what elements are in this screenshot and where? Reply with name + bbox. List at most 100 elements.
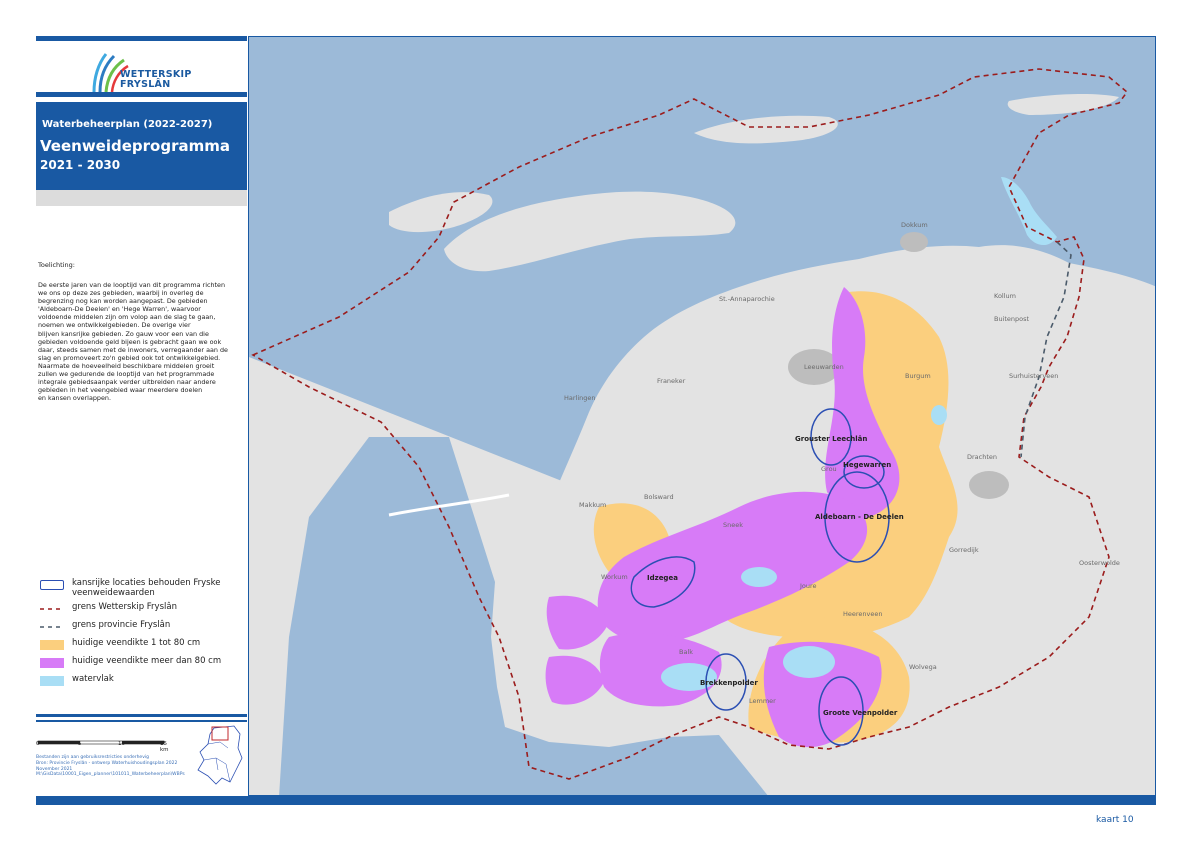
place-label: Drachten	[967, 453, 997, 461]
urban-dokkum	[900, 232, 928, 252]
legend-item-kansrijke-locaties: kansrijke locaties behouden Fryske veenw…	[36, 578, 247, 598]
legend-panel: WETTERSKIP FRYSLÂN Waterbeheerplan (2022…	[36, 36, 247, 796]
scale-bar-graphic	[37, 740, 165, 745]
place-label: Harlingen	[564, 394, 596, 402]
lauwersmeer	[1001, 177, 1057, 246]
place-label: Wolvega	[909, 663, 937, 671]
ijsselmeer	[279, 437, 768, 795]
place-label: Dokkum	[901, 221, 928, 229]
scale-tick: 10	[118, 741, 125, 747]
place-label: Joure	[799, 582, 817, 590]
scale-tick: 15 km	[160, 741, 169, 753]
zone-idzegea	[630, 556, 696, 608]
place-label: Burgum	[905, 372, 931, 380]
explanation-line: daar, steeds samen met de inwoners, verr…	[38, 345, 228, 354]
place-label: Kollum	[994, 292, 1016, 300]
legend-item-watervlak: watervlak	[36, 674, 247, 688]
island-terschelling	[444, 191, 736, 272]
wetterskip-logo: WETTERSKIP FRYSLÂN	[36, 42, 247, 96]
source-line: Bestanden zijn aan gebruiksrestricties o…	[36, 755, 149, 760]
place-label: Grou	[821, 465, 837, 473]
explanation-text: De eerste jaren van de looptijd van dit …	[38, 281, 238, 402]
top-stripe	[36, 36, 247, 41]
noord-holland-coast	[249, 457, 285, 795]
bottom-bar	[36, 796, 1156, 805]
peat-thin-central	[719, 291, 958, 639]
place-label: Bolsward	[644, 493, 674, 501]
map-canvas[interactable]: Dokkum St.-Annaparochie Kollum Buitenpos…	[248, 36, 1156, 796]
legend-label: grens provincie Fryslân	[72, 620, 171, 630]
explanation-line: 'Aldeboarn-De Deelen' en 'Hege Warren', …	[38, 305, 201, 314]
explanation-line: we ons op deze zes gebieden, waarbij in …	[38, 289, 204, 298]
zone-label: Grouster Leechlân	[795, 435, 867, 443]
lake-burgum	[931, 405, 947, 425]
place-label: Gorredijk	[949, 546, 979, 554]
zone-label: Idzegea	[647, 574, 678, 582]
org-name-line2: FRYSLÂN	[120, 79, 171, 90]
lake-sneekermeer	[741, 567, 777, 587]
legend-label: huidige veendikte 1 tot 80 cm	[72, 638, 201, 648]
island-vlieland	[389, 192, 493, 233]
explanation-line: zullen we gedurende de looptijd van het …	[38, 370, 215, 379]
logo-text: WETTERSKIP FRYSLÂN	[120, 70, 192, 90]
island-schiermonnikoog	[1007, 94, 1119, 115]
legend-item-grens-provincie: grens provincie Fryslân	[36, 620, 247, 634]
zone-brekkenpolder	[705, 653, 747, 711]
scale-bar: 0 5 10 15 km	[36, 733, 176, 753]
legend-item-veendikte-80plus: huidige veendikte meer dan 80 cm	[36, 656, 247, 670]
place-label: Sneek	[723, 521, 743, 529]
wetterskip-boundary	[251, 68, 1129, 780]
explanation-line: en kansen overlappen.	[38, 394, 111, 403]
zone-label: Groote Veenpolder	[823, 709, 898, 717]
source-line: M:\GisData\10001_Eigen_planner\101011_Wa…	[36, 772, 185, 778]
explanation-line: slag en promoveert zo'n gebied ook tot o…	[38, 353, 221, 362]
legend-fill-water	[40, 676, 64, 686]
explanation-line: blijven kansrijke gebieden. Zo gauw voor…	[38, 329, 209, 338]
bottom-stripe-1	[36, 714, 247, 717]
scale-tick: 0	[36, 741, 40, 747]
zone-groote-veenpolder	[818, 676, 864, 746]
explanation-line: gebieden in het veengebied waar meerdere…	[38, 386, 203, 395]
org-name-line1: WETTERSKIP	[120, 69, 192, 80]
place-label: Heerenveen	[843, 610, 883, 618]
zone-grouster-leechlan	[810, 408, 852, 466]
place-label: Buitenpost	[994, 315, 1030, 323]
map-title: Veenweideprogramma	[40, 137, 230, 155]
peat-thick-idzegea	[546, 595, 609, 650]
logo-mark	[92, 53, 129, 93]
peat-thick-central	[597, 491, 868, 644]
legend-outline-swatch	[40, 580, 64, 590]
explanation-line: Naarmate de hoeveelheid beschikbare midd…	[38, 361, 215, 370]
island-ameland	[694, 115, 838, 144]
explanation-heading: Toelichting:	[38, 261, 75, 269]
urban-leeuwarden	[788, 349, 840, 385]
source-line: Bron: Provincie Fryslân - ontwerp Waterh…	[36, 760, 178, 766]
legend-label: grens Wetterskip Fryslân	[72, 602, 177, 612]
legend-label: huidige veendikte meer dan 80 cm	[72, 656, 222, 666]
zone-aldeboarn-de-deelen	[824, 471, 890, 563]
peat-thick-southwest	[545, 655, 604, 705]
zone-label: Brekkenpolder	[700, 679, 758, 687]
lake-tjeukemeer	[783, 646, 835, 678]
plan-subtitle: Waterbeheerplan (2022-2027)	[42, 119, 213, 130]
source-note: Bestanden zijn aan gebruiksrestricties o…	[36, 755, 196, 778]
explanation-line: noemen we ontwikkelgebieden. De overige …	[38, 321, 191, 330]
legend-item-veendikte-1-80: huidige veendikte 1 tot 80 cm	[36, 638, 247, 652]
legend-fill-orange	[40, 640, 64, 650]
legend-label: watervlak	[72, 674, 114, 684]
title-box: Waterbeheerplan (2022-2027) Veenweidepro…	[36, 102, 247, 190]
map-period: 2021 - 2030	[40, 158, 121, 172]
lake-fluessen	[661, 663, 717, 691]
zone-label: Aldeboarn - De Deelen	[815, 513, 904, 521]
place-label: St.-Annaparochie	[719, 295, 775, 303]
netherlands-inset-map	[197, 725, 243, 785]
legend-label: kansrijke locaties behouden Fryske veenw…	[72, 578, 221, 598]
place-label: Leeuwarden	[804, 363, 844, 371]
explanation-line: De eerste jaren van de looptijd van dit …	[38, 281, 226, 289]
zone-hegewarren	[843, 455, 885, 489]
place-label: Oosterwolde	[1079, 559, 1120, 567]
map-number: kaart 10	[1096, 815, 1134, 825]
peat-thick-north	[825, 287, 900, 520]
scale-tick: 5	[78, 741, 82, 747]
place-label: Surhuisterveen	[1009, 372, 1058, 380]
